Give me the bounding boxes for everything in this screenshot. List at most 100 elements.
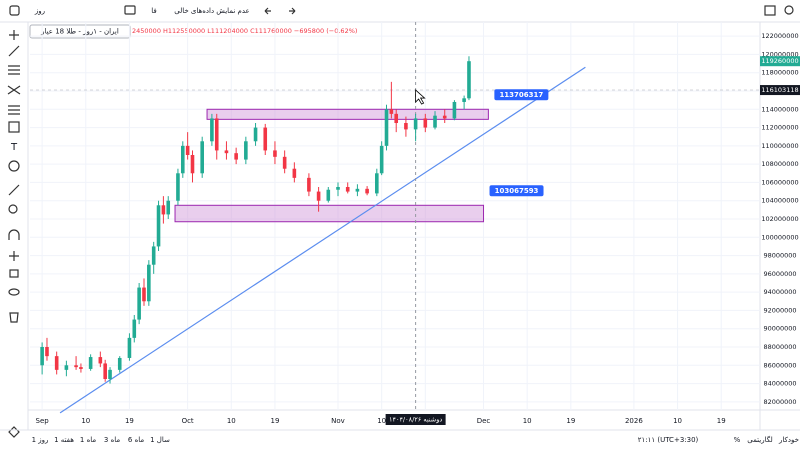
range-button[interactable]: 6 ماه: [128, 436, 144, 444]
candle-body: [108, 369, 112, 379]
candle-body: [45, 347, 49, 357]
candle-body: [394, 113, 399, 123]
range-button[interactable]: 1 روز: [32, 436, 49, 444]
x-tick-label: Dec: [477, 417, 491, 425]
x-tick-label: Oct: [182, 417, 194, 425]
fib-tool[interactable]: [8, 65, 20, 75]
percent-toggle[interactable]: %: [734, 436, 741, 444]
crosshair-date-bg: [385, 414, 446, 425]
candle-body: [336, 187, 340, 190]
candle-body: [98, 357, 103, 364]
candle-body: [200, 141, 204, 174]
candle-body: [210, 118, 214, 142]
candle-body: [185, 145, 190, 155]
candle-body: [132, 319, 137, 338]
candle-body: [64, 365, 69, 370]
shape-tool[interactable]: [8, 121, 20, 133]
candle-body: [74, 365, 78, 368]
x-tick-label: 10: [523, 417, 532, 425]
empty-data-toggle[interactable]: عدم نمایش داده‌های خالی: [174, 7, 249, 15]
candle-body: [176, 173, 180, 201]
candle-body: [379, 145, 384, 174]
symbol-label: ایران - ۱روز - طلا 18 عیار: [40, 28, 119, 36]
candle-body: [234, 153, 238, 160]
candle-body: [127, 337, 132, 358]
y-tick-label: 92000000: [763, 306, 796, 314]
crosshair-price: 116103118: [761, 86, 798, 94]
x-tick-label: 19: [717, 417, 726, 425]
language-button[interactable]: فا: [151, 7, 156, 15]
last-price-bg: [760, 56, 800, 67]
candle-body: [462, 98, 466, 102]
ruler-tool[interactable]: [8, 184, 20, 196]
delete-tool[interactable]: [9, 312, 19, 323]
box-label-bg: [489, 185, 544, 197]
candle-body: [224, 150, 229, 154]
candle-body: [355, 188, 360, 192]
candle-body: [365, 188, 369, 194]
candle-body: [389, 109, 394, 114]
x-tick-label: 10: [227, 417, 236, 425]
menu-icon[interactable]: [9, 5, 20, 16]
mouse-cursor: [415, 89, 426, 105]
range-button[interactable]: 1 ماه: [80, 436, 96, 444]
x-tick-label: Sep: [36, 417, 50, 425]
timezone[interactable]: ۲۱:۱۱ (UTC+3:30): [638, 436, 699, 444]
candle-body: [433, 115, 437, 128]
y-tick-label: 106000000: [761, 178, 798, 186]
y-tick-label: 108000000: [761, 160, 798, 168]
auto-toggle[interactable]: خودکار: [778, 436, 799, 444]
layers-tool[interactable]: [8, 426, 20, 438]
symbol-box[interactable]: [29, 24, 131, 39]
y-tick-label: 86000000: [763, 361, 796, 369]
emoji-tool[interactable]: [8, 160, 20, 172]
zone-box[interactable]: [174, 204, 485, 223]
pattern-tool[interactable]: [7, 85, 21, 95]
lock-tool[interactable]: [9, 269, 19, 278]
candle-body: [79, 367, 83, 369]
redo-icon[interactable]: [289, 7, 296, 15]
stay-drawing-tool[interactable]: [9, 251, 19, 261]
y-tick-label: 96000000: [763, 270, 796, 278]
last-price: 119260000: [761, 57, 798, 65]
candle-body: [214, 118, 219, 151]
magnet-tool[interactable]: [8, 229, 20, 240]
candle-body: [282, 156, 287, 169]
fullscreen-icon[interactable]: [764, 5, 776, 16]
range-button[interactable]: 3 ماه: [104, 436, 120, 444]
undo-icon[interactable]: [264, 7, 271, 15]
candle-body: [423, 118, 428, 128]
hide-tool[interactable]: [8, 288, 20, 296]
candle-body: [307, 177, 311, 192]
snapshot-icon[interactable]: [124, 5, 136, 15]
y-tick-label: 82000000: [763, 398, 796, 406]
x-tick-label: 19: [270, 417, 279, 425]
trendline-tool[interactable]: [8, 45, 20, 57]
candle-body: [147, 264, 151, 302]
settings-icon[interactable]: [784, 5, 794, 15]
log-toggle[interactable]: لگاریتمی: [747, 435, 772, 444]
candle-body: [253, 127, 258, 142]
x-tick-label: 19: [566, 417, 575, 425]
candle-body: [244, 141, 248, 160]
zone-box[interactable]: [206, 108, 489, 120]
x-tick-label: Nov: [331, 417, 345, 425]
candle-body: [384, 109, 389, 146]
text-tool[interactable]: T: [10, 142, 18, 153]
range-button[interactable]: 1 هفته: [54, 436, 74, 444]
candle-body: [442, 115, 447, 119]
trend-line[interactable]: [59, 66, 586, 414]
candle-body: [404, 123, 408, 130]
candle-body: [467, 61, 471, 99]
y-tick-label: 118000000: [761, 69, 798, 77]
interval-button[interactable]: روز: [34, 7, 45, 15]
y-tick-label: 90000000: [763, 325, 796, 333]
candle-body: [88, 357, 93, 369]
crosshair-tool[interactable]: [9, 30, 19, 40]
forecast-tool[interactable]: [8, 105, 20, 115]
zoom-tool[interactable]: [8, 204, 18, 214]
x-tick-label: 10: [673, 417, 682, 425]
y-tick-label: 114000000: [761, 105, 798, 113]
candle-body: [161, 205, 166, 215]
range-button[interactable]: 1 سال: [150, 436, 170, 444]
